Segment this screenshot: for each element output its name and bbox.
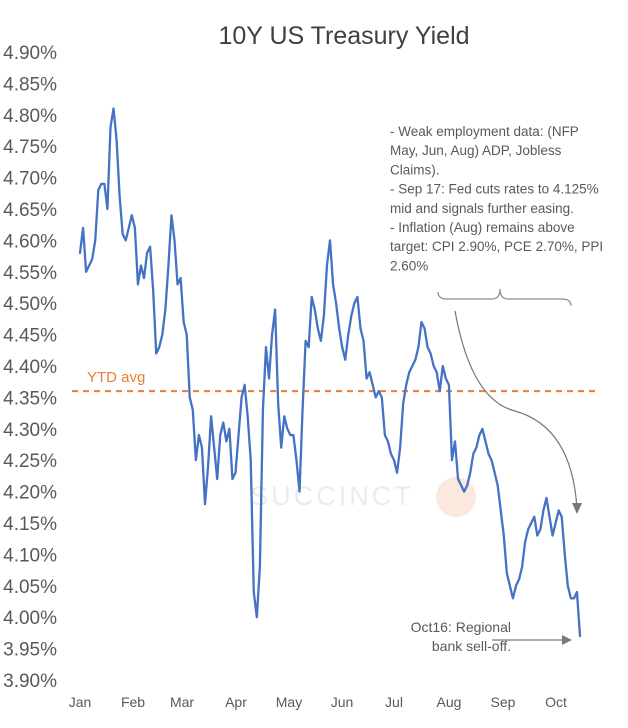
y-tick-label: 4.75%	[3, 137, 57, 158]
y-tick-label: 4.55%	[3, 263, 57, 284]
y-tick-label: 4.05%	[3, 577, 57, 598]
y-tick-label: 4.10%	[3, 545, 57, 566]
y-tick-label: 4.20%	[3, 483, 57, 504]
ytd-avg-label: YTD avg	[87, 369, 145, 386]
y-tick-label: 4.25%	[3, 451, 57, 472]
watermark-logo-icon	[436, 477, 476, 517]
y-tick-label: 4.60%	[3, 231, 57, 252]
selloff-note-line: bank sell-off.	[432, 638, 511, 654]
y-tick-label: 4.40%	[3, 357, 57, 378]
x-tick-label: Feb	[121, 694, 145, 710]
y-tick-label: 4.90%	[3, 43, 57, 64]
macro-note-line: - Weak employment data: (NFP	[390, 124, 579, 139]
macro-note-line: - Sep 17: Fed cuts rates to 4.125%	[390, 182, 599, 197]
selloff-arrow-head	[562, 635, 572, 645]
x-axis: Jan Feb Mar Apr May Jun Jul Aug Sep Oct	[69, 694, 567, 710]
x-tick-label: May	[276, 694, 302, 710]
y-axis: 4.90% 4.85% 4.80% 4.75% 4.70% 4.65% 4.60% 4.55%…	[3, 43, 57, 692]
series-line	[78, 107, 582, 638]
x-tick-label: Mar	[170, 694, 194, 710]
watermark: SUCCINCT	[250, 477, 476, 517]
y-tick-label: 4.70%	[3, 169, 57, 190]
macro-note: - Weak employment data: (NFP May, Jun, Au…	[390, 124, 603, 273]
ytd-avg-group: YTD avg	[72, 369, 597, 393]
note-bracket	[437, 288, 572, 307]
y-tick-label: 4.35%	[3, 388, 57, 409]
x-tick-label: Aug	[437, 694, 462, 710]
x-tick-label: Jun	[331, 694, 354, 710]
y-tick-label: 4.00%	[3, 608, 57, 629]
macro-note-line: mid and signals further easing.	[390, 201, 574, 216]
selloff-note: Oct16: Regional bank sell-off.	[411, 619, 511, 654]
macro-note-line: May, Jun, Aug) ADP, Jobless	[390, 143, 562, 158]
y-tick-label: 3.95%	[3, 640, 57, 661]
y-tick-label: 3.90%	[3, 671, 57, 692]
series-group	[78, 107, 582, 638]
x-tick-label: Apr	[225, 694, 247, 710]
x-tick-label: Oct	[545, 694, 567, 710]
y-tick-label: 4.65%	[3, 200, 57, 221]
note-arrow	[454, 310, 578, 510]
macro-note-line: target: CPI 2.90%, PCE 2.70%, PPI	[390, 239, 603, 254]
note-arrow-head	[572, 503, 582, 514]
macro-note-line: - Inflation (Aug) remains above	[390, 220, 575, 235]
x-tick-label: Sep	[491, 694, 516, 710]
y-tick-label: 4.45%	[3, 326, 57, 347]
macro-note-line: Claims).	[390, 162, 440, 177]
watermark-text: SUCCINCT	[250, 481, 414, 511]
chart-title: 10Y US Treasury Yield	[218, 22, 469, 50]
selloff-note-line: Oct16: Regional	[411, 619, 511, 635]
x-tick-label: Jul	[385, 694, 403, 710]
x-tick-label: Jan	[69, 694, 92, 710]
macro-note-line: 2.60%	[390, 258, 428, 273]
y-tick-label: 4.80%	[3, 106, 57, 127]
y-tick-label: 4.15%	[3, 514, 57, 535]
y-tick-label: 4.50%	[3, 294, 57, 315]
y-tick-label: 4.85%	[3, 74, 57, 95]
y-tick-label: 4.30%	[3, 420, 57, 441]
